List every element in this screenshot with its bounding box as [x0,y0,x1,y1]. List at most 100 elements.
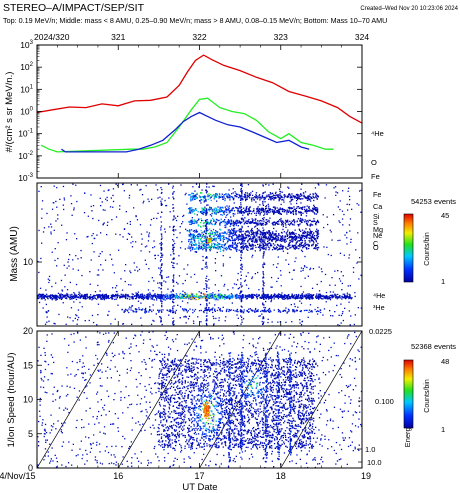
mass-point [240,296,242,298]
mass-point [187,302,189,304]
mass-point [285,310,287,312]
mass-point [271,233,273,235]
mass-point [343,296,345,299]
mass-point [258,211,260,213]
mass-point [190,250,192,252]
mass-point [148,295,150,298]
mass-point [206,298,208,300]
mass-point [309,235,311,237]
mass-point [172,311,175,314]
mass-point [335,297,337,299]
mass-point [307,209,310,212]
mass-point [312,208,314,210]
mass-point [286,233,288,235]
mass-point [214,223,217,225]
mass-point [91,235,93,237]
mass-point [283,240,285,242]
mass-point [217,248,219,250]
mass-point [235,283,238,286]
mass-point [103,190,105,192]
mass-point [280,213,282,215]
mass-point [294,260,296,263]
mass-point [199,239,202,241]
mass-point [105,294,107,296]
mass-point [207,294,209,296]
mass-point [235,224,238,226]
mass-point [357,232,359,234]
mass-point [227,229,229,231]
mass-point [71,293,73,296]
mass-point [292,295,294,297]
mass-point [71,296,73,299]
mass-point [288,231,291,233]
mass-point [251,297,254,299]
mass-point [274,234,276,236]
mass-point [243,196,245,198]
mass-point [181,295,183,298]
mass-point [244,197,247,199]
mass-point [209,250,211,252]
mass-point [280,285,282,287]
mass-point [177,215,179,217]
mass-point [264,211,266,213]
top-y-tick-label: 100 [20,107,33,117]
mass-point [274,238,277,240]
mass-point [269,208,271,210]
mass-point [116,296,118,298]
mass-point [225,316,227,318]
mass-point [170,297,172,299]
mass-point [216,237,218,239]
mass-point [328,297,330,300]
mass-point [329,297,332,299]
mass-point [273,296,275,298]
mass-point [316,232,318,234]
mass-point [166,296,169,298]
mass-point [185,316,187,318]
mass-point [268,219,270,221]
mass-point [151,277,153,279]
mass-point [228,239,230,241]
mass-point [236,310,238,313]
mass-point [259,199,261,201]
mass-point [301,195,303,197]
mass-point [140,309,142,311]
mass-point [305,293,307,296]
mass-point [174,296,176,298]
mass-point [104,294,106,296]
mass-point [228,205,230,207]
mass-point [143,297,146,299]
mass-point [116,297,118,299]
mass-point [235,223,237,225]
mass-point [264,237,266,239]
mass-point [294,229,296,231]
mass-point [190,292,192,295]
mass-point [262,222,264,224]
mass-point [341,312,344,315]
mass-point [259,214,261,216]
mass-point [207,239,209,241]
mass-point [292,209,295,211]
mass-point [298,234,301,236]
mass-point [182,308,184,310]
mass-point [184,291,186,294]
mass-point [276,235,278,237]
mass-point [117,293,119,295]
mass-point [215,193,217,195]
mass-point [278,234,280,236]
mass-point [160,211,163,213]
mass-point [196,220,199,222]
mass-point [165,296,167,298]
mass-point [231,246,233,248]
mass-point [90,259,92,261]
mass-point [167,297,170,300]
mass-point [98,219,100,222]
mass-point [208,240,210,242]
mass-point [315,193,318,195]
mass-point [313,218,315,220]
mass-point [85,294,87,296]
mass-point [253,232,255,234]
mass-point [37,297,39,300]
mass-point [194,213,196,215]
mass-point [100,232,102,234]
mass-point [241,235,243,237]
